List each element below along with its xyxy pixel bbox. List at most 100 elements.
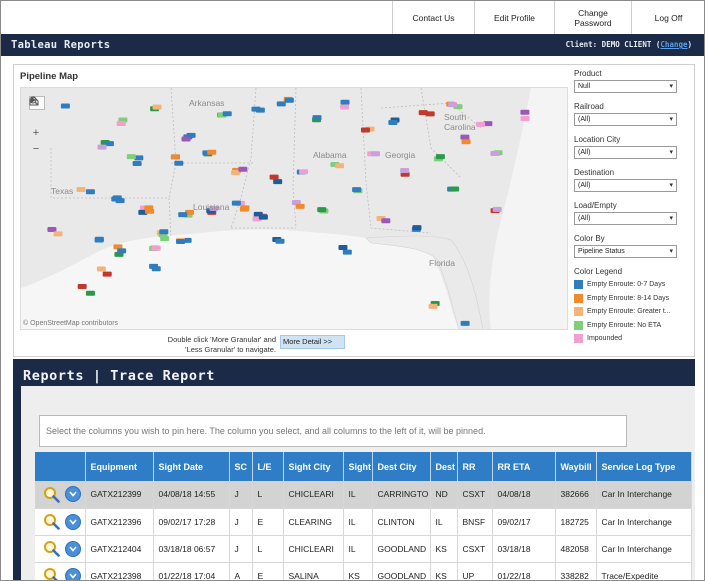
railcar-marker[interactable] bbox=[170, 154, 180, 160]
column-header[interactable]: RR ETA bbox=[492, 452, 556, 481]
railcar-marker[interactable] bbox=[460, 134, 470, 140]
railcar-marker[interactable] bbox=[126, 154, 136, 160]
railcar-marker[interactable] bbox=[476, 121, 486, 127]
railcar-marker[interactable] bbox=[338, 244, 348, 250]
railcar-marker[interactable] bbox=[269, 174, 279, 180]
railcar-marker[interactable] bbox=[312, 115, 322, 121]
railcar-marker[interactable] bbox=[520, 109, 530, 115]
legend-item[interactable]: Impounded bbox=[574, 332, 692, 346]
railcar-marker[interactable] bbox=[400, 167, 410, 173]
load-empty-filter-select[interactable]: (All) ▾ bbox=[574, 212, 677, 225]
pin-columns-dropzone[interactable]: Select the columns you wish to pin here.… bbox=[39, 415, 627, 447]
railcar-marker[interactable] bbox=[352, 187, 362, 193]
railcar-marker[interactable] bbox=[53, 231, 63, 237]
column-header[interactable]: Sight bbox=[343, 452, 373, 481]
destination-filter-select[interactable]: (All) ▾ bbox=[574, 179, 677, 192]
railcar-marker[interactable] bbox=[102, 271, 112, 277]
railcar-marker[interactable] bbox=[132, 160, 142, 166]
row-menu-button[interactable] bbox=[65, 540, 81, 557]
railcar-marker[interactable] bbox=[340, 104, 350, 110]
railcar-marker[interactable] bbox=[335, 163, 345, 169]
railcar-marker[interactable] bbox=[176, 238, 186, 244]
magnifier-icon[interactable] bbox=[43, 486, 60, 503]
column-header[interactable]: Equipment bbox=[85, 452, 154, 481]
railcar-marker[interactable] bbox=[94, 236, 104, 242]
more-detail-button[interactable]: More Detail >> bbox=[280, 335, 345, 349]
railcar-marker[interactable] bbox=[160, 236, 170, 242]
railcar-marker[interactable] bbox=[151, 245, 161, 251]
railcar-marker[interactable] bbox=[231, 200, 241, 206]
railcar-marker[interactable] bbox=[520, 115, 530, 121]
railcar-marker[interactable] bbox=[251, 106, 261, 112]
railcar-marker[interactable] bbox=[317, 207, 327, 213]
railcar-marker[interactable] bbox=[273, 179, 283, 185]
change-client-link[interactable]: Change bbox=[660, 40, 688, 49]
railcar-marker[interactable] bbox=[381, 218, 391, 224]
railcar-marker[interactable] bbox=[76, 186, 86, 192]
table-row[interactable]: GATX212398 01/22/18 17:04 A E SALINA KS GOODLA… bbox=[35, 562, 692, 581]
column-header[interactable]: Service Log Type bbox=[596, 452, 692, 481]
column-header[interactable]: SC bbox=[229, 452, 253, 481]
column-header[interactable]: Dest bbox=[430, 452, 458, 481]
railcar-marker[interactable] bbox=[77, 284, 87, 290]
railcar-marker[interactable] bbox=[342, 249, 352, 255]
legend-item[interactable]: Empty Enroute: 0-7 Days bbox=[574, 278, 692, 292]
table-row[interactable]: GATX212396 09/02/17 17:28 J E CLEARING IL CLIN… bbox=[35, 508, 692, 536]
column-header[interactable]: Sight Date bbox=[153, 452, 230, 481]
railcar-marker[interactable] bbox=[291, 200, 301, 206]
railcar-marker[interactable] bbox=[490, 151, 500, 157]
table-row[interactable]: GATX212399 04/08/18 14:55 J L CHICLEARI IL CAR… bbox=[35, 481, 692, 509]
railcar-marker[interactable] bbox=[134, 155, 144, 161]
railcar-marker[interactable] bbox=[97, 144, 107, 150]
legend-item[interactable]: Empty Enroute: Greater t... bbox=[574, 305, 692, 319]
location-city-filter-select[interactable]: (All) ▾ bbox=[574, 146, 677, 159]
railcar-marker[interactable] bbox=[231, 170, 241, 176]
home-button[interactable] bbox=[29, 96, 43, 172]
railcar-marker[interactable] bbox=[159, 229, 169, 235]
color-by-select[interactable]: Pipeline Status ▾ bbox=[574, 245, 677, 258]
map-expand-button[interactable] bbox=[29, 97, 43, 188]
magnifier-icon[interactable] bbox=[43, 540, 60, 557]
railcar-marker[interactable] bbox=[178, 212, 188, 218]
railcar-marker[interactable] bbox=[388, 119, 398, 125]
row-menu-button[interactable] bbox=[65, 567, 81, 580]
column-header[interactable]: Dest City bbox=[372, 452, 431, 481]
railcar-marker[interactable] bbox=[113, 244, 123, 250]
railcar-marker[interactable] bbox=[149, 263, 159, 269]
legend-item[interactable]: Empty Enroute: 8-14 Days bbox=[574, 292, 692, 306]
railcar-marker[interactable] bbox=[428, 303, 438, 309]
column-header[interactable] bbox=[35, 452, 86, 481]
railcar-marker[interactable] bbox=[461, 139, 471, 145]
railcar-marker[interactable] bbox=[181, 136, 191, 142]
column-header[interactable]: L/E bbox=[252, 452, 284, 481]
railcar-marker[interactable] bbox=[295, 203, 305, 209]
railcar-marker[interactable] bbox=[47, 227, 57, 233]
railcar-marker[interactable] bbox=[222, 111, 232, 117]
railcar-marker[interactable] bbox=[96, 266, 106, 272]
legend-item[interactable]: Empty Enroute: No ETA bbox=[574, 319, 692, 333]
product-filter-select[interactable]: Null ▾ bbox=[574, 80, 677, 93]
magnifier-icon[interactable] bbox=[43, 513, 60, 530]
edit-profile-link[interactable]: Edit Profile bbox=[474, 1, 554, 34]
column-header[interactable]: RR bbox=[457, 452, 493, 481]
railcar-marker[interactable] bbox=[400, 171, 410, 177]
railcar-marker[interactable] bbox=[284, 97, 294, 103]
railcar-marker[interactable] bbox=[207, 149, 217, 155]
railcar-marker[interactable] bbox=[460, 320, 470, 326]
railcar-marker[interactable] bbox=[360, 127, 370, 133]
railcar-marker[interactable] bbox=[116, 121, 126, 127]
railcar-marker[interactable] bbox=[276, 101, 286, 107]
railcar-marker[interactable] bbox=[104, 141, 114, 147]
magnifier-icon[interactable] bbox=[43, 567, 60, 581]
railcar-marker[interactable] bbox=[258, 214, 268, 220]
railcar-marker[interactable] bbox=[85, 189, 95, 195]
railcar-marker[interactable] bbox=[275, 238, 285, 244]
railcar-marker[interactable] bbox=[144, 205, 154, 211]
row-menu-button[interactable] bbox=[65, 486, 81, 503]
railcar-marker[interactable] bbox=[370, 151, 380, 157]
railcar-marker[interactable] bbox=[483, 121, 493, 127]
railcar-marker[interactable] bbox=[299, 169, 309, 175]
railcar-marker[interactable] bbox=[117, 248, 127, 254]
railcar-marker[interactable] bbox=[435, 154, 445, 160]
railcar-marker[interactable] bbox=[152, 104, 162, 110]
